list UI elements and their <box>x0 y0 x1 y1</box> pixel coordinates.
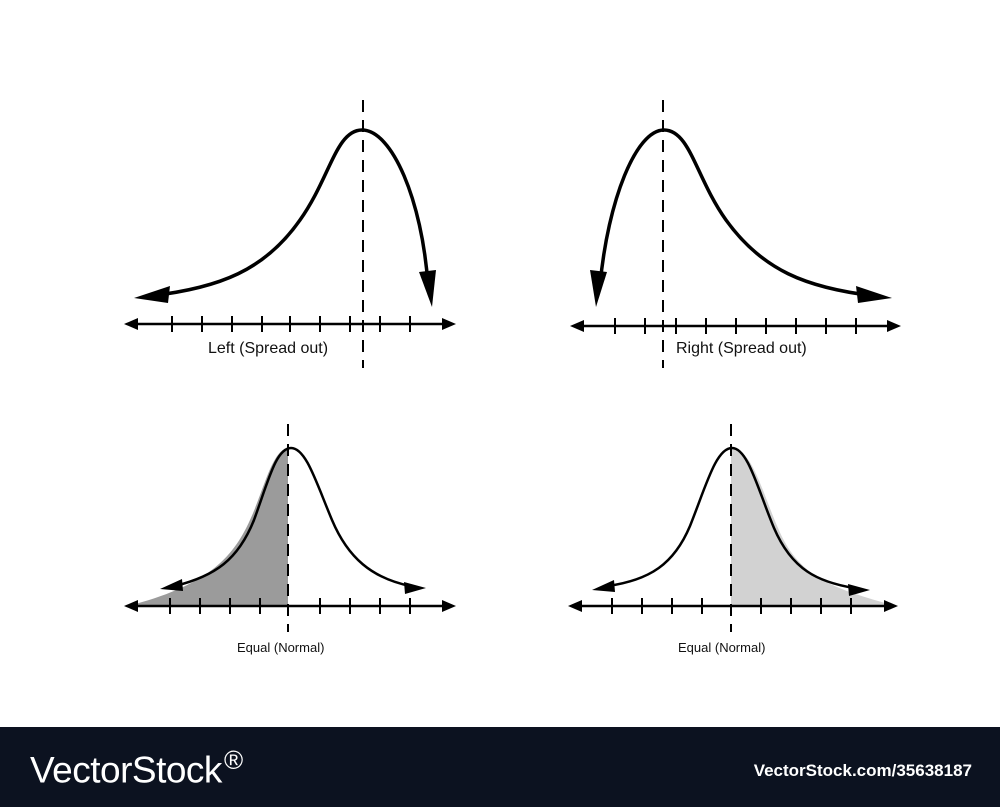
right-skew-ticks <box>614 318 857 334</box>
diagram-canvas: Left (Spread out) Right (Spread <box>0 0 1000 727</box>
left-skew-diagram <box>124 100 456 368</box>
normal-right-shaded-curve-left-arrowhead <box>592 580 615 592</box>
normal-left-shaded-ticks <box>169 598 411 614</box>
normal-right-shaded-axis-right-arrow <box>884 600 898 612</box>
normal-right-shaded-curve-right-arrowhead <box>848 584 870 596</box>
normal-right-shaded-axis-left-arrow <box>568 600 582 612</box>
normal-left-shaded-curve-right-arrowhead <box>404 582 426 594</box>
brand-name: VectorStock <box>30 749 222 791</box>
normal-right-shaded-ticks <box>611 598 852 614</box>
right-skew-caption: Right (Spread out) <box>676 340 807 357</box>
right-skew-axis-right-arrow <box>887 320 901 332</box>
left-skew-curve <box>149 128 430 298</box>
right-skew-curve-right-arrowhead <box>856 286 892 303</box>
left-skew-ticks <box>171 316 411 332</box>
right-skew-curve <box>598 128 876 298</box>
normal-left-shaded-area <box>128 448 288 606</box>
watermark-footer: VectorStock® VectorStock.com/35638187 <box>0 727 1000 807</box>
vector-id-text: VectorStock.com/35638187 <box>753 761 972 780</box>
left-skew-axis-right-arrow <box>442 318 456 330</box>
left-skew-curve-left-arrowhead <box>134 286 170 303</box>
left-skew-caption: Left (Spread out) <box>208 340 329 357</box>
right-skew-axis-left-arrow <box>570 320 584 332</box>
panel-normal-right-shaded: Equal (Normal) <box>500 400 1000 727</box>
normal-right-shaded-curve <box>607 446 855 590</box>
normal-left-shaded-caption: Equal (Normal) <box>237 640 325 655</box>
normal-left-shaded-axis-left-arrow <box>124 600 138 612</box>
normal-right-shaded-caption: Equal (Normal) <box>678 640 766 655</box>
right-skew-curve-left-arrowhead <box>590 270 607 307</box>
left-skew-curve-right-arrowhead <box>419 270 436 307</box>
vectorstock-logo: VectorStock® <box>30 745 243 791</box>
registered-mark: ® <box>223 745 243 775</box>
left-skew-axis-left-arrow <box>124 318 138 330</box>
normal-left-shaded-curve-left-arrowhead <box>160 579 183 591</box>
normal-left-shaded-axis-right-arrow <box>442 600 456 612</box>
panel-left-skew: Left (Spread out) <box>0 0 500 400</box>
right-skew-diagram <box>570 100 901 368</box>
normal-right-shaded-diagram <box>568 424 898 632</box>
panel-normal-left-shaded: Equal (Normal) <box>0 400 500 727</box>
normal-left-shaded-curve <box>174 446 411 588</box>
panel-right-skew: Right (Spread out) <box>500 0 1000 400</box>
normal-left-shaded-diagram <box>124 424 456 632</box>
normal-right-shaded-area <box>731 448 896 606</box>
